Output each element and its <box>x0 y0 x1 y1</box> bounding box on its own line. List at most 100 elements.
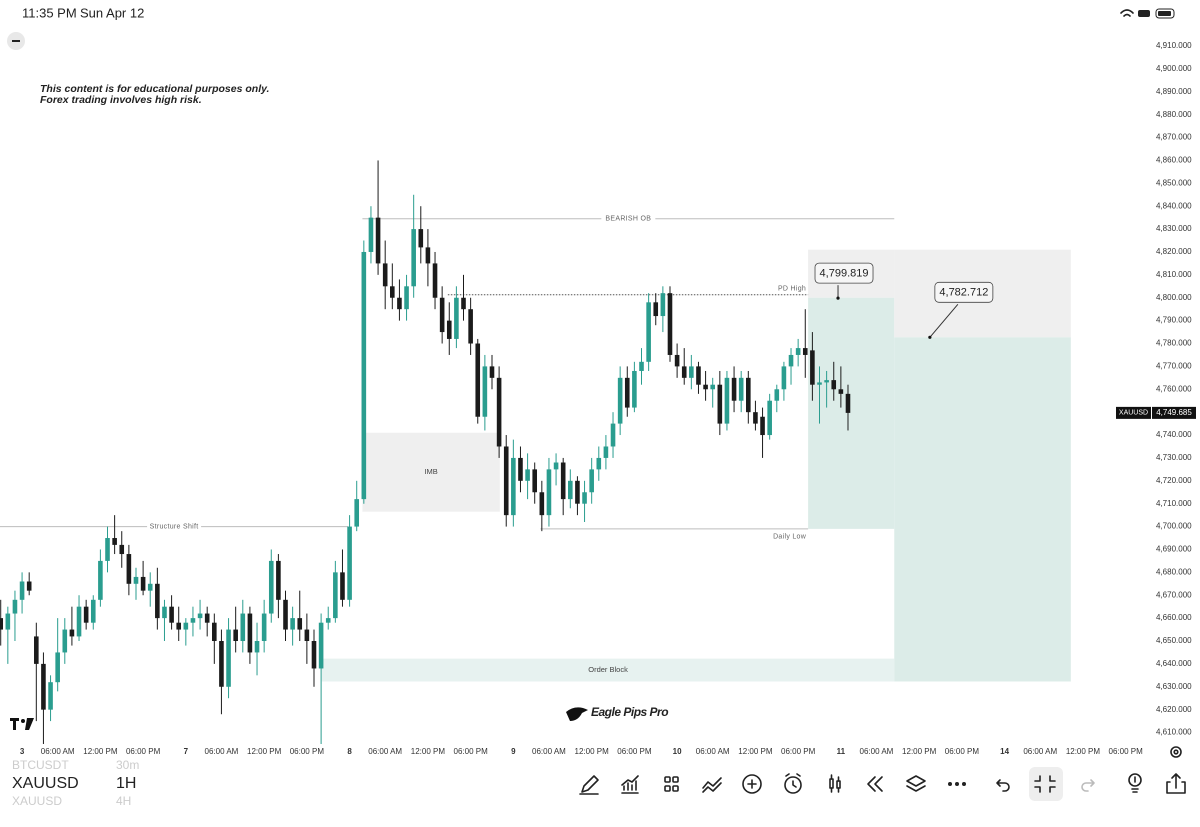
candle-body <box>5 613 11 630</box>
candle-body <box>204 613 210 623</box>
more-tool[interactable] <box>948 782 966 786</box>
x-tick-label: 12:00 PM <box>575 747 610 756</box>
candle-body <box>496 377 502 447</box>
interval[interactable]: 1H <box>116 775 136 792</box>
undo[interactable] <box>996 779 1010 792</box>
candle-body <box>219 641 224 687</box>
candle-body <box>596 457 602 470</box>
candle-body <box>639 361 644 371</box>
candle-body <box>19 581 25 600</box>
y-tick-label: 4,700.000 <box>1156 522 1192 531</box>
candle-body <box>454 297 459 339</box>
layout-tool[interactable] <box>664 776 679 792</box>
y-tick-label: 4,790.000 <box>1156 316 1192 325</box>
candle-body <box>147 583 153 591</box>
candle-body <box>340 572 345 600</box>
y-tick-label: 4,620.000 <box>1156 705 1192 714</box>
ideas-tool[interactable] <box>1128 773 1142 793</box>
candle-body <box>489 366 495 378</box>
y-tick-label: 4,870.000 <box>1156 133 1192 142</box>
candle-body <box>98 560 103 600</box>
exit-fullscreen[interactable] <box>1034 775 1056 793</box>
candle-body <box>845 393 851 413</box>
zone <box>894 337 1071 682</box>
indicators-tool[interactable] <box>621 775 639 794</box>
candle-body <box>183 622 189 630</box>
settings-icon[interactable] <box>1170 746 1182 758</box>
zone <box>362 432 500 512</box>
candle-body <box>311 641 317 669</box>
x-tick-label: 12:00 PM <box>247 747 282 756</box>
candle-body <box>838 389 844 394</box>
candle-body <box>617 377 623 424</box>
next-symbol[interactable]: XAUUSD <box>12 794 62 808</box>
zone-label: IMB <box>424 467 437 476</box>
candle-body <box>411 229 416 287</box>
candle-body <box>802 348 808 355</box>
level-label-bg <box>601 213 656 224</box>
fullscreen-bg[interactable] <box>1029 767 1063 801</box>
candle-body <box>553 462 559 470</box>
candle-body <box>624 377 630 408</box>
candle-body <box>760 416 765 436</box>
candle-body <box>48 682 53 710</box>
redo[interactable] <box>1081 779 1095 792</box>
candle-body <box>26 581 32 591</box>
zone <box>321 658 895 682</box>
callout-box <box>814 262 874 284</box>
zones: IMB Order Block BEARISH OB PD High Daily Low… <box>0 213 1071 682</box>
candle-body <box>575 480 580 504</box>
y-tick-label: 4,860.000 <box>1156 156 1192 165</box>
compare-tool[interactable] <box>702 777 722 793</box>
candle-body <box>318 622 324 669</box>
candle-body <box>397 297 402 310</box>
level-label: Daily Low <box>773 534 807 541</box>
draw-tool[interactable] <box>579 775 599 795</box>
x-tick-label: 14 <box>1000 747 1009 756</box>
candle-body <box>76 606 82 637</box>
x-tick-label: 06:00 PM <box>945 747 980 756</box>
x-tick-label: 06:00 PM <box>1109 747 1144 756</box>
next-interval[interactable]: 4H <box>116 794 131 808</box>
prev-interval[interactable]: 30m <box>116 758 139 772</box>
level-label: PD High <box>778 286 806 293</box>
candle-body <box>475 343 481 417</box>
alert-tool[interactable] <box>784 773 802 794</box>
x-tick-label: 3 <box>20 747 25 756</box>
share[interactable] <box>1166 773 1186 794</box>
candle-body <box>774 389 780 401</box>
candle-body <box>254 641 260 653</box>
candle-body <box>539 492 545 516</box>
candle-body <box>347 526 352 600</box>
candle-body <box>226 629 231 687</box>
status-time: 11:35 PM <box>22 5 77 20</box>
callout-point <box>836 296 840 300</box>
x-tick-label: 06:00 AM <box>205 747 239 756</box>
prev-symbol[interactable]: BTCUSDT <box>12 758 69 772</box>
x-tick-label: 12:00 PM <box>411 747 446 756</box>
layers-tool[interactable] <box>906 775 926 792</box>
x-tick-label: 06:00 AM <box>532 747 566 756</box>
candle-body <box>525 469 530 481</box>
candle-body <box>646 302 651 362</box>
symbol[interactable]: XAUUSD <box>12 775 79 792</box>
level-label-bg <box>147 521 202 532</box>
y-tick-label: 4,830.000 <box>1156 224 1192 233</box>
disclaimer: Forex trading involves high risk. <box>40 94 202 106</box>
candle-body <box>169 606 174 623</box>
x-tick-label: 06:00 AM <box>860 747 894 756</box>
candle-body <box>724 377 730 424</box>
candle-body <box>297 618 303 630</box>
replay-tool[interactable] <box>867 776 883 792</box>
candle-body <box>810 350 815 385</box>
candle-body <box>518 457 523 481</box>
y-tick-label: 4,630.000 <box>1156 682 1192 691</box>
add-tool[interactable] <box>742 774 762 794</box>
chart-type-tool[interactable] <box>829 774 841 793</box>
callout-leader <box>929 303 959 338</box>
candle-body <box>304 629 310 642</box>
candle-body <box>703 384 708 390</box>
toolbar <box>579 767 1186 801</box>
candle-body <box>418 229 424 248</box>
candle-body <box>333 572 338 619</box>
